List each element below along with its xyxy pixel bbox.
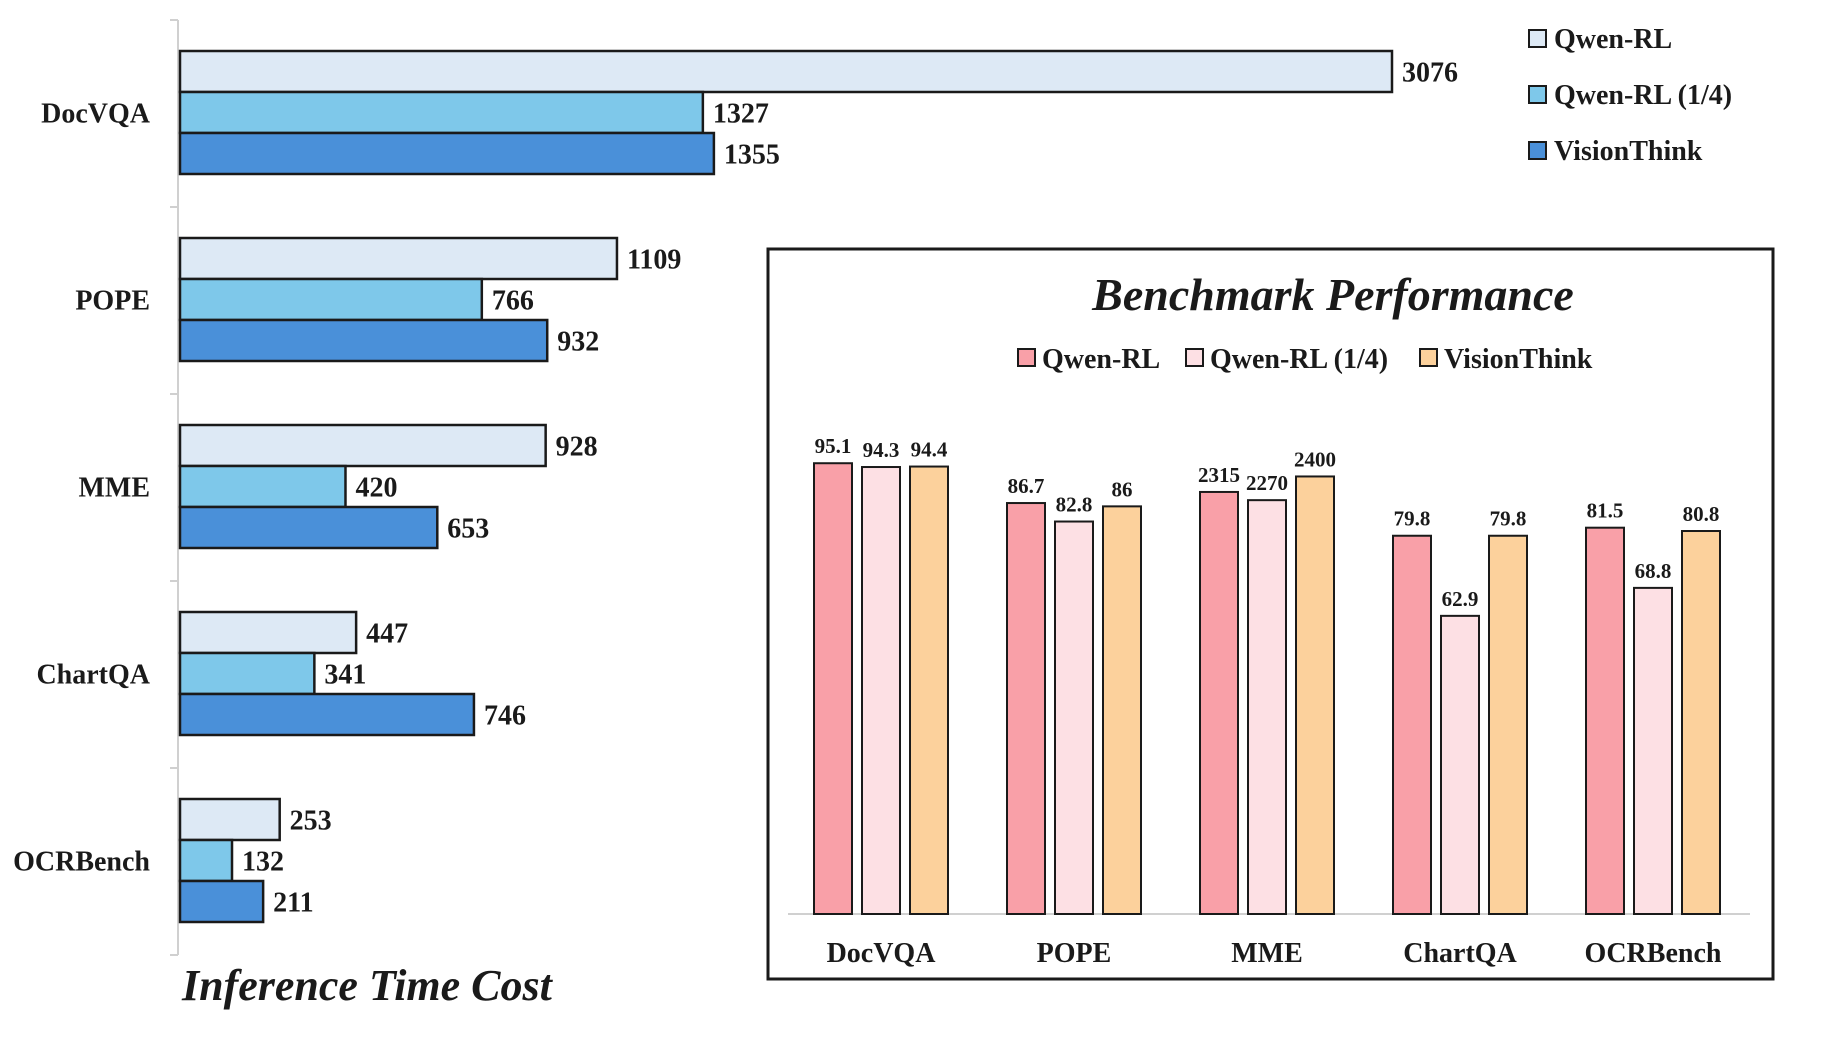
legend-label-qwen-rl-1-4: Qwen-RL (1/4) bbox=[1554, 80, 1732, 111]
v-value-label: 79.8 bbox=[1490, 507, 1527, 531]
v-value-label: 86 bbox=[1112, 477, 1133, 501]
v-bar-qwen-rl-pope bbox=[1006, 502, 1046, 915]
legend-label-visionthink: VisionThink bbox=[1554, 136, 1703, 167]
h-bar-qwen-rl-1-4-ocrbench bbox=[178, 838, 234, 883]
h-category-label: ChartQA bbox=[36, 660, 150, 691]
h-category-label: DocVQA bbox=[41, 99, 151, 130]
h-value-label: 211 bbox=[273, 888, 313, 919]
v-value-label: 94.4 bbox=[911, 438, 948, 462]
legend-label-qwen-rl: Qwen-RL bbox=[1554, 24, 1672, 55]
h-chart-title: Inference Time Cost bbox=[181, 961, 554, 1010]
v-bar-qwen-rl-1-4-chartqa bbox=[1440, 614, 1480, 915]
h-bar-qwen-rl-1-4-pope bbox=[178, 277, 484, 322]
h-value-label: 932 bbox=[557, 327, 599, 358]
v-bars bbox=[813, 462, 1721, 915]
v-category-label: OCRBench bbox=[1585, 938, 1722, 969]
v-bar-qwen-rl-1-4-mme bbox=[1247, 499, 1287, 915]
v-value-label: 95.1 bbox=[815, 434, 852, 458]
v-bar-visionthink-mme bbox=[1295, 475, 1335, 915]
h-value-label: 3076 bbox=[1402, 58, 1458, 89]
v-value-label: 81.5 bbox=[1587, 499, 1624, 523]
legend-swatch-qwen-rl bbox=[1528, 29, 1547, 48]
v-value-label: 94.3 bbox=[863, 438, 900, 462]
v-category-label: ChartQA bbox=[1403, 938, 1517, 969]
h-category-label: MME bbox=[78, 473, 150, 504]
v-value-label: 86.7 bbox=[1008, 474, 1045, 498]
v-value-label: 2400 bbox=[1294, 447, 1336, 471]
h-bar-visionthink-pope bbox=[178, 318, 549, 363]
h-legend: Qwen-RL Qwen-RL (1/4) VisionThink bbox=[1528, 24, 1732, 167]
h-bar-qwen-rl-ocrbench bbox=[178, 797, 281, 842]
v-value-label: 2270 bbox=[1246, 471, 1288, 495]
v-legend: Qwen-RL Qwen-RL (1/4) VisionThink bbox=[1017, 344, 1593, 375]
h-bars bbox=[178, 49, 1394, 924]
v-bar-visionthink-ocrbench bbox=[1681, 530, 1721, 915]
v-category-label: DocVQA bbox=[827, 938, 937, 969]
h-value-label: 253 bbox=[290, 806, 332, 837]
h-value-label: 1109 bbox=[627, 245, 681, 276]
v-value-label: 2315 bbox=[1198, 463, 1240, 487]
v-bar-qwen-rl-docvqa bbox=[813, 462, 853, 915]
h-bar-qwen-rl-chartqa bbox=[178, 610, 358, 655]
v-bar-qwen-rl-mme bbox=[1199, 490, 1239, 915]
h-category-label: OCRBench bbox=[13, 847, 150, 878]
h-bar-visionthink-mme bbox=[178, 505, 439, 550]
v-category-labels: DocVQA POPE MME ChartQA OCRBench bbox=[827, 938, 1722, 969]
h-bar-qwen-rl-pope bbox=[178, 236, 619, 281]
legend-swatch-qwen-rl-1-4 bbox=[1528, 85, 1547, 104]
h-value-label: 447 bbox=[366, 619, 408, 650]
v-legend-label-qwen-rl-1-4: Qwen-RL (1/4) bbox=[1210, 344, 1388, 375]
h-bar-qwen-rl-1-4-chartqa bbox=[178, 651, 316, 696]
h-axis bbox=[170, 19, 179, 956]
v-legend-label-visionthink: VisionThink bbox=[1444, 344, 1593, 375]
v-legend-swatch-qwen-rl bbox=[1017, 348, 1036, 367]
v-bar-qwen-rl-1-4-docvqa bbox=[861, 466, 901, 915]
v-bar-visionthink-docvqa bbox=[909, 465, 949, 915]
v-bar-visionthink-chartqa bbox=[1488, 534, 1528, 915]
h-bar-qwen-rl-mme bbox=[178, 423, 547, 468]
v-bar-qwen-rl-ocrbench bbox=[1585, 526, 1625, 915]
v-legend-label-qwen-rl: Qwen-RL bbox=[1042, 344, 1160, 375]
v-value-label: 80.8 bbox=[1683, 502, 1720, 526]
h-bar-visionthink-docvqa bbox=[178, 131, 716, 176]
v-bar-visionthink-pope bbox=[1102, 505, 1142, 915]
v-bar-qwen-rl-1-4-pope bbox=[1054, 520, 1094, 915]
h-value-label: 341 bbox=[324, 660, 366, 691]
h-bar-qwen-rl-1-4-docvqa bbox=[178, 90, 705, 135]
legend-swatch-visionthink bbox=[1528, 141, 1547, 160]
v-value-label: 82.8 bbox=[1056, 493, 1093, 517]
h-value-label: 928 bbox=[556, 432, 598, 463]
benchmark-performance-chart: Benchmark Performance Qwen-RL Qwen-RL (1/… bbox=[766, 247, 1775, 981]
v-bar-qwen-rl-chartqa bbox=[1392, 534, 1432, 915]
v-bar-qwen-rl-1-4-ocrbench bbox=[1633, 586, 1673, 915]
h-value-label: 420 bbox=[355, 473, 397, 504]
v-category-label: MME bbox=[1231, 938, 1303, 969]
h-bar-qwen-rl-1-4-mme bbox=[178, 464, 347, 509]
v-value-label: 62.9 bbox=[1442, 587, 1479, 611]
v-chart-title: Benchmark Performance bbox=[1091, 269, 1574, 320]
h-value-label: 766 bbox=[492, 286, 534, 317]
h-value-label: 1327 bbox=[713, 99, 769, 130]
h-bar-visionthink-ocrbench bbox=[178, 879, 265, 924]
v-legend-swatch-visionthink bbox=[1419, 348, 1438, 367]
h-value-label: 653 bbox=[447, 514, 489, 545]
h-category-label: POPE bbox=[75, 286, 150, 317]
h-value-label: 132 bbox=[242, 847, 284, 878]
h-bar-qwen-rl-docvqa bbox=[178, 49, 1394, 94]
h-category-labels: DocVQA POPE MME ChartQA OCRBench bbox=[13, 99, 151, 878]
v-value-label: 79.8 bbox=[1394, 507, 1431, 531]
h-value-label: 746 bbox=[484, 701, 526, 732]
v-legend-swatch-qwen-rl-1-4 bbox=[1185, 348, 1204, 367]
h-value-label: 1355 bbox=[724, 140, 780, 171]
v-category-label: POPE bbox=[1037, 938, 1112, 969]
v-value-label: 68.8 bbox=[1635, 559, 1672, 583]
h-bar-visionthink-chartqa bbox=[178, 692, 476, 737]
